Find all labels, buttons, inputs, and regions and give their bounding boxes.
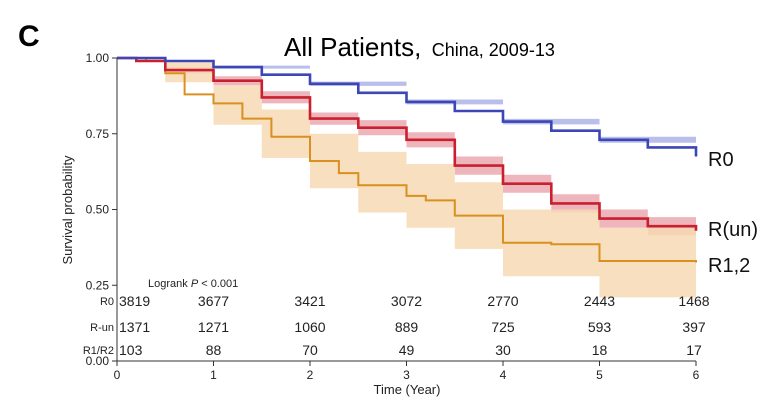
logrank-annotation: Logrank P < 0.001	[148, 278, 238, 290]
risk-count: 103	[119, 342, 143, 358]
curve-label-r12: R1,2	[708, 255, 750, 277]
risk-count: 2770	[487, 293, 518, 309]
title-sub: China, 2009-13	[432, 40, 555, 60]
risk-count: 88	[206, 342, 222, 358]
y-axis-label: Survival probability	[60, 155, 75, 265]
risk-count: 889	[395, 319, 419, 335]
risk-count: 3072	[391, 293, 422, 309]
risk-count: 397	[682, 319, 706, 335]
risk-count: 49	[399, 342, 415, 358]
x-tick-label: 4	[500, 368, 507, 382]
survival-curve-r12	[117, 57, 697, 263]
curve-label-r0: R0	[708, 149, 734, 171]
chart-title: All Patients, China, 2009-13	[284, 32, 555, 62]
y-axis-ticks: 0.00 0.25 0.50 0.75 1.00	[86, 51, 117, 368]
confidence-band-run	[117, 58, 696, 240]
risk-count: 593	[588, 319, 612, 335]
x-tick-label: 2	[307, 368, 314, 382]
svg-text:All Patients, China, 200: All Patients, China, 2009-13	[284, 32, 555, 62]
risk-count: 3819	[119, 293, 150, 309]
risk-count: 17	[686, 342, 702, 358]
survival-curves	[117, 56, 698, 263]
x-tick-label: 5	[596, 368, 603, 382]
x-axis-label: Time (Year)	[374, 382, 441, 397]
x-tick-label: 0	[114, 368, 121, 382]
title-main: All Patients,	[284, 32, 421, 62]
survival-curve-r0	[117, 56, 698, 157]
x-axis-ticks: 0 1 2 3 4 5 6	[114, 361, 700, 382]
y-tick-label: 0.00	[86, 354, 110, 368]
risk-count: 1060	[294, 319, 325, 335]
number-at-risk-table: R0 3819 3677 3421 3072 2770 2443 1468 R-un 1371 12…	[83, 293, 710, 358]
risk-row-label: R0	[100, 296, 114, 308]
survival-curve-run	[117, 56, 698, 231]
y-tick-label: 1.00	[86, 51, 110, 65]
panel-letter: C	[18, 20, 40, 53]
risk-count: 3421	[294, 293, 325, 309]
risk-count: 1468	[678, 293, 709, 309]
y-tick-label: 0.50	[86, 203, 110, 217]
risk-count: 1371	[119, 319, 150, 335]
risk-count: 30	[495, 342, 511, 358]
risk-row-label: R1/R2	[83, 345, 114, 357]
risk-count: 3677	[198, 293, 229, 309]
risk-count: 18	[592, 342, 608, 358]
x-tick-label: 3	[403, 368, 410, 382]
curve-end-labels: R0 R(un) R1,2	[708, 149, 758, 277]
x-tick-label: 6	[693, 368, 700, 382]
risk-count: 70	[302, 342, 318, 358]
risk-count: 725	[491, 319, 515, 335]
x-tick-label: 1	[210, 368, 217, 382]
y-tick-label: 0.25	[86, 278, 110, 292]
risk-count: 1271	[198, 319, 229, 335]
y-tick-label: 0.75	[86, 127, 110, 141]
curve-label-run: R(un)	[708, 219, 758, 241]
risk-count: 2443	[584, 293, 615, 309]
risk-row-label: R-un	[90, 322, 114, 334]
